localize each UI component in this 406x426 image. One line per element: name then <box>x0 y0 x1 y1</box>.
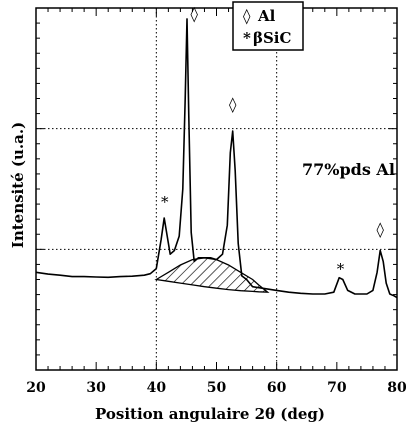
legend-entry-al-symbol: ◊ <box>243 7 251 25</box>
x-axis-title: Position angulaire 2θ (deg) <box>95 405 325 423</box>
peak-markers: * ◊ ◊ * ◊ <box>161 5 384 278</box>
series-layer <box>35 18 398 299</box>
x-tick-label: 80 <box>387 380 406 396</box>
sic-peak-marker: * <box>337 260 345 278</box>
al-peak-marker: ◊ <box>191 5 199 23</box>
x-tick-label: 20 <box>26 380 46 396</box>
x-tick-label: 60 <box>267 380 287 396</box>
legend-entry-sic-label: βSiC <box>253 29 291 47</box>
al-peak-marker: ◊ <box>376 220 384 238</box>
x-tick-labels: 20 30 40 50 60 70 80 <box>26 380 406 396</box>
grid-lines <box>36 8 397 370</box>
al-peak-marker: ◊ <box>229 95 237 113</box>
diffraction-series-line <box>35 18 398 299</box>
hatched-amorphous-region <box>154 257 270 293</box>
legend-entry-sic-symbol: * <box>243 29 251 47</box>
x-tick-label: 40 <box>147 380 167 396</box>
plot-frame <box>35 7 398 371</box>
legend-box <box>232 1 304 51</box>
sic-peak-marker: * <box>161 193 169 211</box>
axis-ticks <box>35 7 398 371</box>
annotation-composition: 77%pds Al <box>302 160 395 179</box>
y-axis-title: Intensité (u.a.) <box>9 122 27 248</box>
legend-entry-al-label: Al <box>257 7 276 25</box>
x-tick-label: 50 <box>207 380 227 396</box>
amorphous-hump <box>154 257 270 293</box>
x-tick-label: 70 <box>327 380 347 396</box>
x-tick-label: 30 <box>86 380 106 396</box>
legend: ◊ Al * βSiC <box>232 1 304 51</box>
